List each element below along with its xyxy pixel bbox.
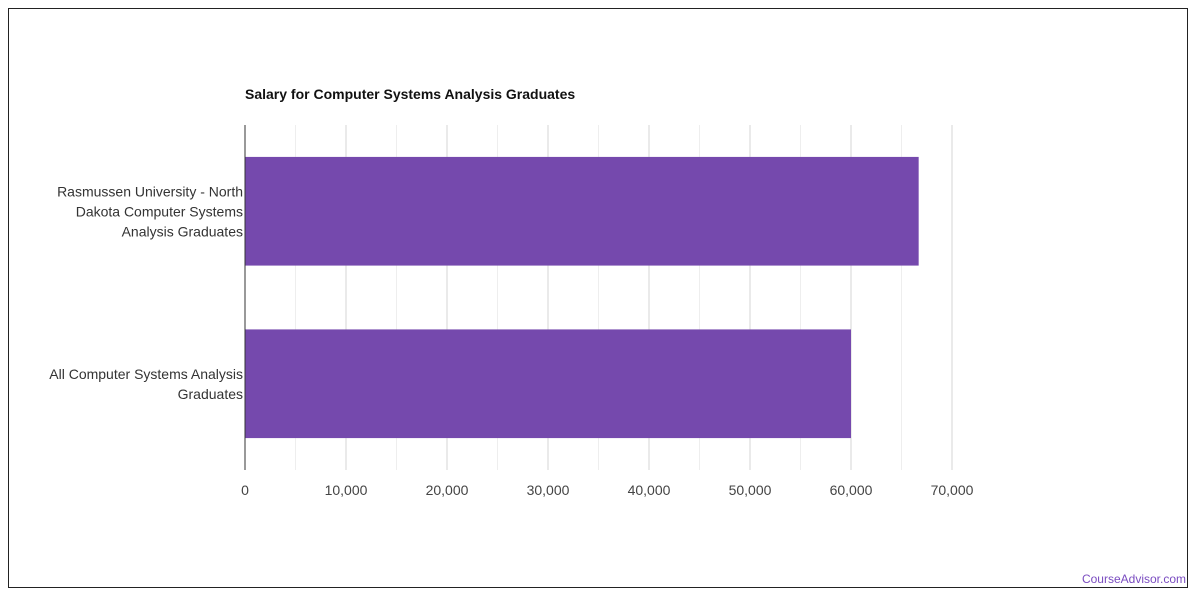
bars (245, 156, 919, 439)
x-tick-label: 60,000 (830, 482, 873, 498)
category-labels: Rasmussen University - North Dakota Compu… (49, 183, 243, 402)
x-tick-label: 10,000 (325, 482, 368, 498)
x-tick-label: 20,000 (426, 482, 469, 498)
x-tick-labels: 0 10,000 20,000 30,000 40,000 50,000 60,000 70,… (241, 482, 974, 498)
category-label-2: All Computer Systems Analysis Graduates (49, 366, 243, 402)
x-tick-label: 50,000 (729, 482, 772, 498)
bar-1 (245, 156, 919, 266)
category-label-1: Rasmussen University - North Dakota Compu… (57, 183, 243, 239)
chart-title: Salary for Computer Systems Analysis Gra… (245, 86, 575, 102)
x-tick-label: 70,000 (931, 482, 974, 498)
bar-2 (245, 329, 851, 439)
x-tick-label: 30,000 (527, 482, 570, 498)
watermark: CourseAdvisor.com (1081, 572, 1186, 586)
x-tick-label: 0 (241, 482, 249, 498)
x-tick-label: 40,000 (628, 482, 671, 498)
